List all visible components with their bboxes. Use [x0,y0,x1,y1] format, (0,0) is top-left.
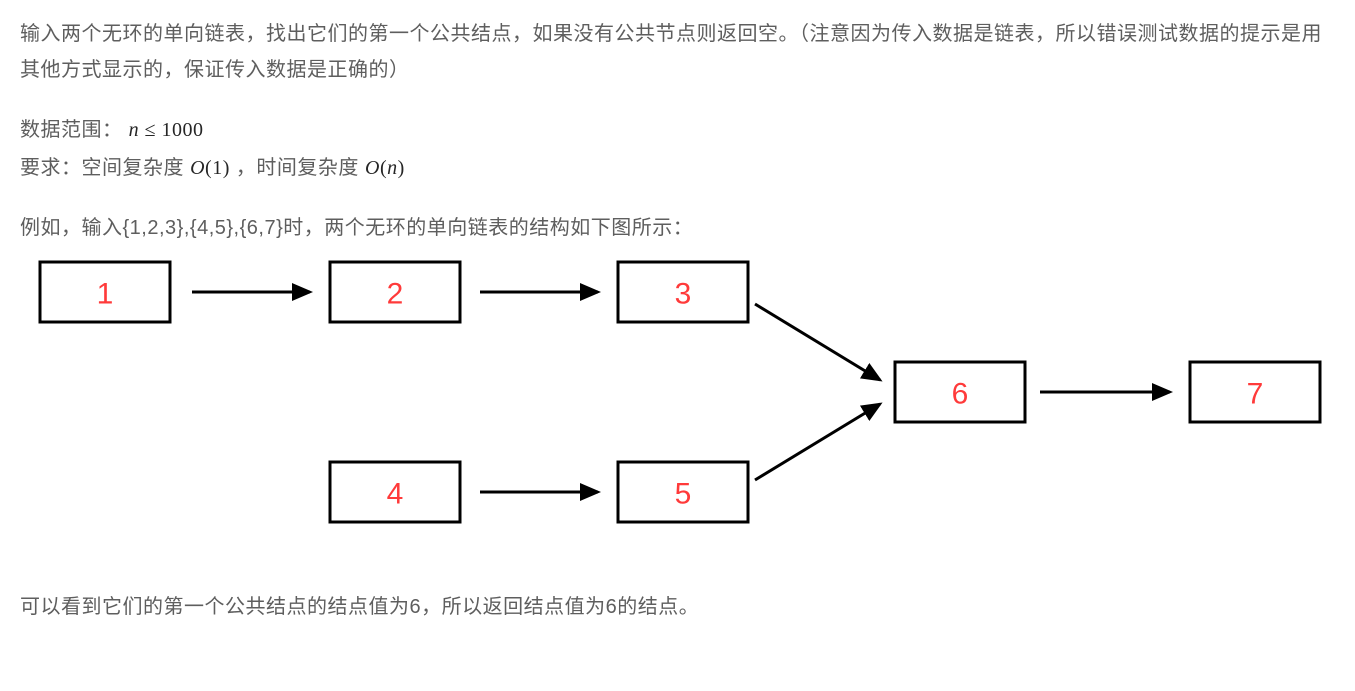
svg-text:5: 5 [675,478,692,511]
requirement-label: 要求：空间复杂度 [20,157,190,179]
problem-description: 输入两个无环的单向链表，找出它们的第一个公共结点，如果没有公共节点则返回空。（注… [20,16,1335,88]
space-complexity: O(1) [190,157,230,179]
svg-text:6: 6 [952,378,969,411]
sep: ，时间复杂度 [236,157,365,179]
data-range-expr: n ≤ 1000 [129,119,204,141]
svg-text:4: 4 [387,478,404,511]
data-range-label: 数据范围： [20,119,123,141]
node-5: 5 [618,462,748,522]
conclusion: 可以看到它们的第一个公共结点的结点值为6，所以返回结点值为6的结点。 [20,589,1335,625]
svg-text:1: 1 [97,278,114,311]
node-2: 2 [330,262,460,322]
svg-text:2: 2 [387,278,404,311]
diagram-svg: 1 2 3 4 5 6 7 [20,252,1335,572]
node-3: 3 [618,262,748,322]
constraints: 数据范围： n ≤ 1000 要求：空间复杂度 O(1) ，时间复杂度 O(n) [20,112,1335,186]
example-intro: 例如，输入{1,2,3},{4,5},{6,7}时，两个无环的单向链表的结构如下… [20,210,1335,246]
linked-list-diagram: 1 2 3 4 5 6 7 [20,252,1335,577]
svg-text:7: 7 [1247,378,1264,411]
svg-text:3: 3 [675,278,692,311]
node-1: 1 [40,262,170,322]
node-6: 6 [895,362,1025,422]
time-complexity: O(n) [365,157,405,179]
edge-n3-n6 [755,304,880,380]
edge-n5-n6 [755,404,880,480]
node-4: 4 [330,462,460,522]
node-7: 7 [1190,362,1320,422]
